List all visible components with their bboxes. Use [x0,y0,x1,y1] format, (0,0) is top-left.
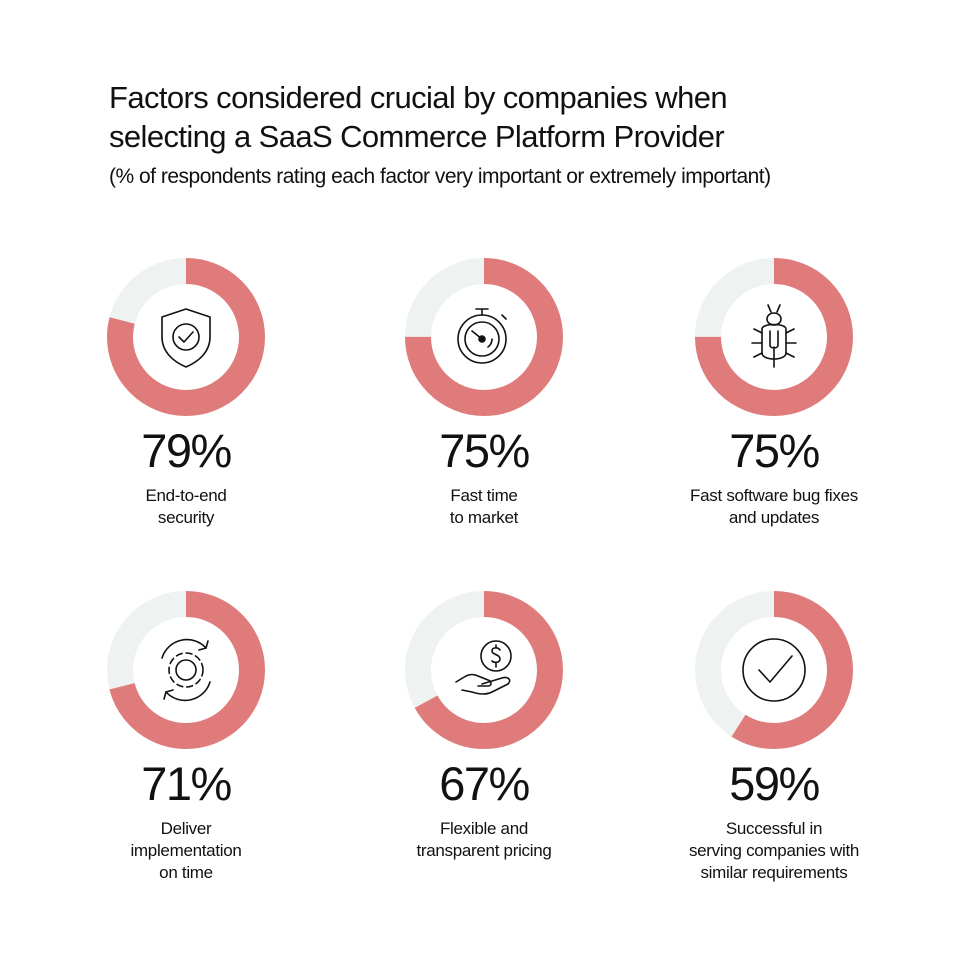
percentage-value: 67% [439,757,530,810]
factor-item-security: 79% End-to-end security [46,257,326,529]
factor-item-time-to-market: 75% Fast time to market [344,257,624,529]
factor-label: Deliver implementation on time [130,819,242,882]
factor-label: Fast software bug fixes and updates [690,486,858,527]
donut-value-arc [695,258,853,416]
factor-label: Flexible and transparent pricing [416,819,552,860]
title-line-1: Factors considered crucial by companies … [109,80,728,115]
factor-item-similar-requirements: 59% Successful in serving companies with… [634,590,914,884]
factor-item-bug-fixes: 75% Fast software bug fixes and updates [634,257,914,529]
checkmark-circle-icon [742,638,806,702]
percentage-value: 71% [141,757,232,810]
donut-value-arc [405,258,563,416]
donut-chart [405,591,563,749]
percentage-value: 75% [729,424,820,477]
factor-label: Fast time to market [449,486,519,527]
donut-value-arc [695,591,853,749]
hand-dollar-icon [455,640,512,695]
stopwatch-icon [457,308,507,364]
donut-value-arc [107,258,265,416]
chart-subtitle: (% of respondents rating each factor ver… [109,165,771,188]
factor-item-pricing: 67% Flexible and transparent pricing [344,590,624,862]
donut-value-arc [405,591,563,749]
factor-label: Successful in serving companies with sim… [688,819,860,882]
donut-chart [107,591,265,749]
donut-chart [405,258,563,416]
factor-item-implementation: 71% Deliver implementation on time [46,590,326,884]
bug-wrench-icon [751,304,797,368]
donut-chart [695,591,853,749]
donut-chart [107,258,265,416]
percentage-value: 79% [141,424,232,477]
percentage-value: 59% [729,757,820,810]
shield-check-icon [161,308,211,368]
factor-label: End-to-end security [145,486,227,527]
donut-value-arc [107,591,265,749]
chart-title: Factors considered crucial by companies … [109,78,728,156]
donut-chart [695,258,853,416]
percentage-value: 75% [439,424,530,477]
gear-cycle-icon [161,638,211,702]
title-line-2: selecting a SaaS Commerce Platform Provi… [109,119,725,154]
